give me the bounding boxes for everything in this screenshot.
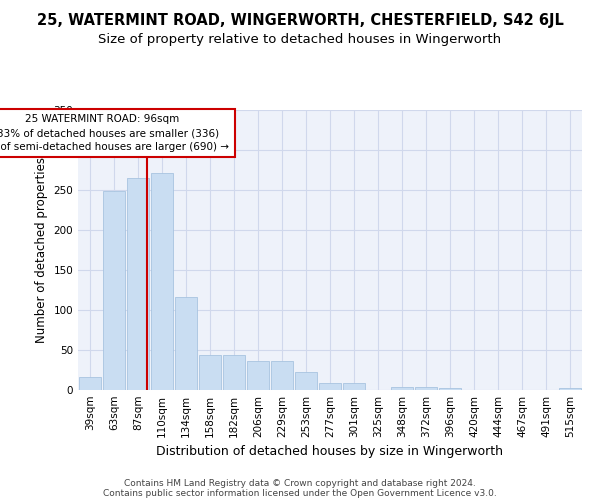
Text: Size of property relative to detached houses in Wingerworth: Size of property relative to detached ho… — [98, 32, 502, 46]
Bar — [415, 387, 437, 390]
X-axis label: Distribution of detached houses by size in Wingerworth: Distribution of detached houses by size … — [157, 446, 503, 458]
Bar — [391, 387, 413, 390]
Y-axis label: Number of detached properties: Number of detached properties — [35, 157, 48, 343]
Bar — [295, 372, 317, 390]
Text: 25, WATERMINT ROAD, WINGERWORTH, CHESTERFIELD, S42 6JL: 25, WATERMINT ROAD, WINGERWORTH, CHESTER… — [37, 12, 563, 28]
Bar — [343, 383, 365, 390]
Bar — [79, 377, 101, 390]
Bar — [199, 355, 221, 390]
Bar — [247, 361, 269, 390]
Text: Contains public sector information licensed under the Open Government Licence v3: Contains public sector information licen… — [103, 488, 497, 498]
Bar — [319, 383, 341, 390]
Bar — [103, 191, 125, 390]
Bar — [151, 173, 173, 390]
Bar — [439, 388, 461, 390]
Bar — [271, 361, 293, 390]
Text: Contains HM Land Registry data © Crown copyright and database right 2024.: Contains HM Land Registry data © Crown c… — [124, 478, 476, 488]
Bar — [223, 355, 245, 390]
Bar — [127, 178, 149, 390]
Bar — [175, 297, 197, 390]
Bar — [559, 388, 581, 390]
Text: 25 WATERMINT ROAD: 96sqm
← 33% of detached houses are smaller (336)
67% of semi-: 25 WATERMINT ROAD: 96sqm ← 33% of detach… — [0, 114, 229, 152]
